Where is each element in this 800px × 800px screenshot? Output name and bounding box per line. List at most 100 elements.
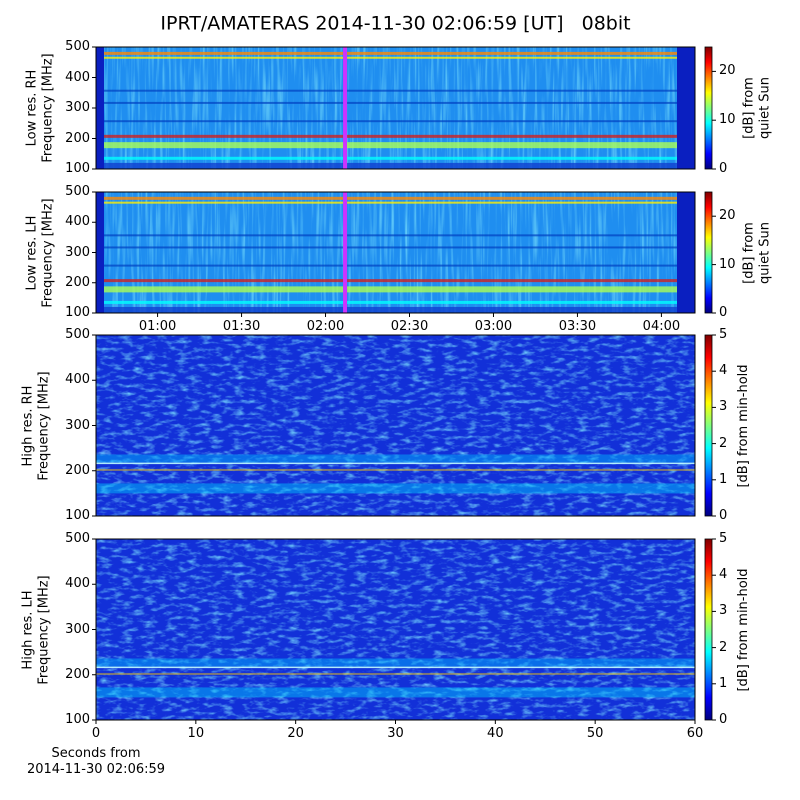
freq-band	[96, 666, 695, 669]
freq-band	[104, 142, 677, 149]
colorbar	[704, 538, 713, 721]
freq-band	[96, 687, 695, 698]
edge-band	[677, 192, 695, 313]
x-tick-label: 50	[586, 726, 604, 741]
y-tick-label: 100	[65, 508, 90, 524]
colorbar-tick-label: 2	[719, 639, 728, 655]
freq-band	[104, 162, 677, 169]
edge-band	[96, 192, 104, 313]
spectrogram-texture	[96, 539, 695, 720]
chart-title: IPRT/AMATERAS 2014-11-30 02:06:59 [UT] 0…	[160, 12, 631, 35]
freq-band	[96, 658, 695, 667]
y-tick-label: 200	[65, 462, 90, 478]
spectrogram-texture	[96, 335, 695, 516]
x-tick-label: 03:00	[474, 319, 513, 334]
x-tick-label: 02:00	[306, 319, 345, 334]
colorbar-tick-label: 5	[719, 531, 728, 547]
y-tick-label: 100	[65, 161, 90, 177]
freq-band	[104, 101, 677, 104]
freq-band	[104, 300, 677, 304]
colorbar-tick-label: 5	[719, 327, 728, 343]
freq-band	[104, 89, 677, 92]
y-tick-label: 400	[65, 69, 90, 85]
freq-band	[104, 201, 677, 204]
freq-band	[104, 156, 677, 160]
y-tick-label: 200	[65, 130, 90, 146]
freq-band	[104, 234, 677, 237]
freq-band	[96, 468, 695, 471]
freq-band	[104, 120, 677, 123]
x-tick-label: 01:30	[222, 319, 261, 334]
freq-band	[104, 196, 677, 200]
colorbar-tick-label: 3	[719, 399, 728, 415]
y-tick-label: 300	[65, 417, 90, 433]
y-tick-label: 300	[65, 100, 90, 116]
colorbar	[704, 334, 713, 517]
colorbar-tick-label: 10	[719, 112, 736, 128]
x-tick-label: 20	[287, 726, 304, 741]
x-tick-label: 60	[686, 726, 704, 741]
y-tick-label: 200	[65, 274, 90, 290]
x-tick-label: 30	[387, 726, 404, 741]
freq-band	[104, 264, 677, 267]
x-tick-label: 02:30	[390, 319, 429, 334]
colorbar-tick-label: 20	[719, 208, 736, 224]
y-axis-label: High res. LH Frequency [MHz]	[20, 574, 51, 685]
x-tick-label: 04:00	[642, 319, 681, 334]
freq-band	[104, 279, 677, 283]
freq-band	[104, 286, 677, 293]
colorbar-tick-label: 1	[719, 676, 728, 691]
x-axis-label: Seconds from 2014-11-30 02:06:59	[26, 746, 166, 777]
x-tick-label: 40	[487, 726, 504, 741]
colorbar-tick-label: 0	[719, 712, 728, 728]
freq-band	[96, 483, 695, 494]
freq-band	[96, 454, 695, 463]
colorbar-label: [dB] from quiet Sun	[741, 221, 772, 284]
x-tick-label: 0	[91, 726, 101, 741]
spectrogram-texture	[96, 192, 695, 313]
colorbar	[704, 46, 713, 170]
colorbar-label: [dB] from min-hold	[736, 567, 752, 692]
edge-band	[96, 47, 104, 169]
y-tick-label: 400	[65, 372, 90, 388]
spectrogram-texture	[96, 47, 695, 169]
time-marker	[343, 192, 348, 313]
colorbar-tick-label: 0	[719, 508, 728, 524]
colorbar-tick-label: 1	[719, 472, 728, 487]
freq-band	[104, 134, 677, 138]
colorbar-label: [dB] from quiet Sun	[741, 76, 772, 140]
colorbar-tick-label: 4	[719, 363, 728, 379]
y-tick-label: 100	[65, 712, 90, 728]
freq-band	[96, 462, 695, 465]
colorbar-tick-label: 0	[719, 161, 728, 177]
colorbar-tick-label: 3	[719, 603, 728, 619]
x-tick-label: 03:30	[558, 319, 597, 334]
freq-band	[104, 246, 677, 249]
y-tick-label: 400	[65, 214, 90, 230]
y-tick-label: 500	[65, 531, 90, 547]
x-tick-label: 01:00	[138, 319, 177, 334]
y-axis-label: Low res. RH Frequency [MHz]	[24, 53, 55, 163]
y-axis-label: Low res. LH Frequency [MHz]	[24, 197, 55, 308]
colorbar-tick-label: 2	[719, 435, 728, 451]
freq-band	[104, 306, 677, 313]
freq-band	[104, 56, 677, 59]
colorbar-tick-label: 0	[719, 305, 728, 321]
freq-band	[104, 51, 677, 55]
y-tick-label: 400	[65, 576, 90, 592]
y-tick-label: 500	[65, 184, 90, 200]
y-tick-label: 500	[65, 327, 90, 343]
colorbar-tick-label: 20	[719, 63, 736, 79]
x-tick-label: 10	[187, 726, 205, 741]
y-tick-label: 300	[65, 244, 90, 260]
y-tick-label: 100	[65, 305, 90, 321]
colorbar	[704, 191, 713, 314]
y-tick-label: 200	[65, 666, 90, 682]
edge-band	[677, 47, 695, 169]
colorbar-label: [dB] from min-hold	[736, 363, 752, 488]
freq-band	[96, 672, 695, 675]
y-tick-label: 500	[65, 39, 90, 55]
colorbar-tick-label: 4	[719, 567, 728, 583]
